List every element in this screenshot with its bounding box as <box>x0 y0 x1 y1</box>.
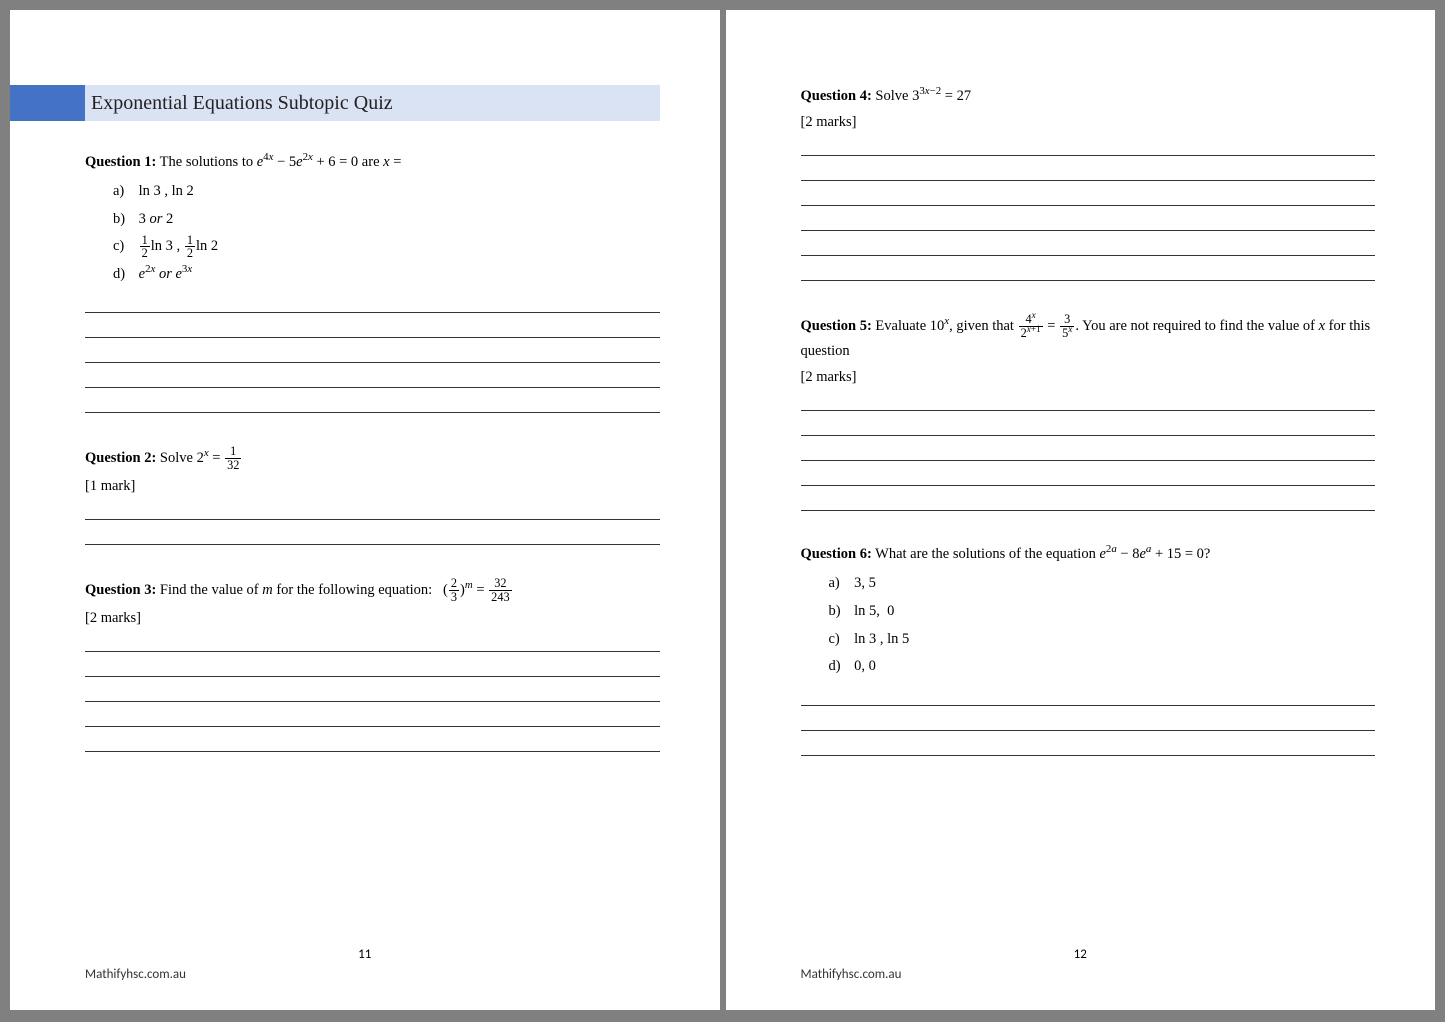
q4-answer-lines <box>801 155 1376 281</box>
question-4: Question 4: Solve 33x−2 = 27 [2 marks] <box>801 85 1376 281</box>
q1-options: a) ln 3 , ln 2 b) 3 or 2 c) 12ln 3 , 12l… <box>113 178 660 288</box>
q6-option-b: b) ln 5, 0 <box>829 598 1376 626</box>
q2-marks: [1 mark] <box>85 478 660 495</box>
page-number-left: 11 <box>10 947 720 962</box>
page-right: Question 4: Solve 33x−2 = 27 [2 marks] Q… <box>726 10 1436 1010</box>
q6-stem: Question 6: What are the solutions of th… <box>801 543 1376 566</box>
q4-stem: Question 4: Solve 33x−2 = 27 <box>801 85 1376 108</box>
q6-label: Question 6: <box>801 546 872 562</box>
q1-option-a: a) ln 3 , ln 2 <box>113 178 660 206</box>
page-spread: Exponential Equations Subtopic Quiz Ques… <box>10 10 1435 1010</box>
question-6: Question 6: What are the solutions of th… <box>801 543 1376 755</box>
page-number-right: 12 <box>726 947 1436 962</box>
footer-right: Mathifyhsc.com.au <box>801 967 1376 982</box>
q4-label: Question 4: <box>801 88 872 104</box>
q6-options: a) 3, 5 b) ln 5, 0 c) ln 3 , ln 5 d) 0, … <box>829 570 1376 680</box>
page-left: Exponential Equations Subtopic Quiz Ques… <box>10 10 720 1010</box>
quiz-title: Exponential Equations Subtopic Quiz <box>85 85 660 121</box>
q5-marks: [2 marks] <box>801 369 1376 386</box>
q3-marks: [2 marks] <box>85 610 660 627</box>
footer-left: Mathifyhsc.com.au <box>85 967 660 982</box>
q3-label: Question 3: <box>85 582 156 598</box>
question-2: Question 2: Solve 2x = 132 [1 mark] <box>85 445 660 545</box>
q6-answer-lines <box>801 705 1376 756</box>
q4-marks: [2 marks] <box>801 114 1376 131</box>
q1-option-d: d) e2x or e3x <box>113 261 660 289</box>
q5-stem: Question 5: Evaluate 10x, given that 4x2… <box>801 313 1376 363</box>
q2-label: Question 2: <box>85 450 156 466</box>
q6-option-d: d) 0, 0 <box>829 653 1376 681</box>
q6-option-a: a) 3, 5 <box>829 570 1376 598</box>
q1-label: Question 1: <box>85 154 156 170</box>
title-bar: Exponential Equations Subtopic Quiz <box>10 85 660 121</box>
q1-stem: Question 1: The solutions to e4x − 5e2x … <box>85 151 660 174</box>
question-3: Question 3: Find the value of m for the … <box>85 577 660 752</box>
question-1: Question 1: The solutions to e4x − 5e2x … <box>85 151 660 413</box>
q3-stem: Question 3: Find the value of m for the … <box>85 577 660 604</box>
title-accent <box>10 85 85 121</box>
q3-answer-lines <box>85 651 660 752</box>
q1-answer-lines <box>85 312 660 413</box>
question-5: Question 5: Evaluate 10x, given that 4x2… <box>801 313 1376 511</box>
q5-answer-lines <box>801 410 1376 511</box>
q2-answer-lines <box>85 519 660 545</box>
q6-option-c: c) ln 3 , ln 5 <box>829 626 1376 654</box>
q2-stem: Question 2: Solve 2x = 132 <box>85 445 660 472</box>
q1-option-b: b) 3 or 2 <box>113 206 660 234</box>
q5-label: Question 5: <box>801 318 872 334</box>
q1-option-c: c) 12ln 3 , 12ln 2 <box>113 233 660 261</box>
